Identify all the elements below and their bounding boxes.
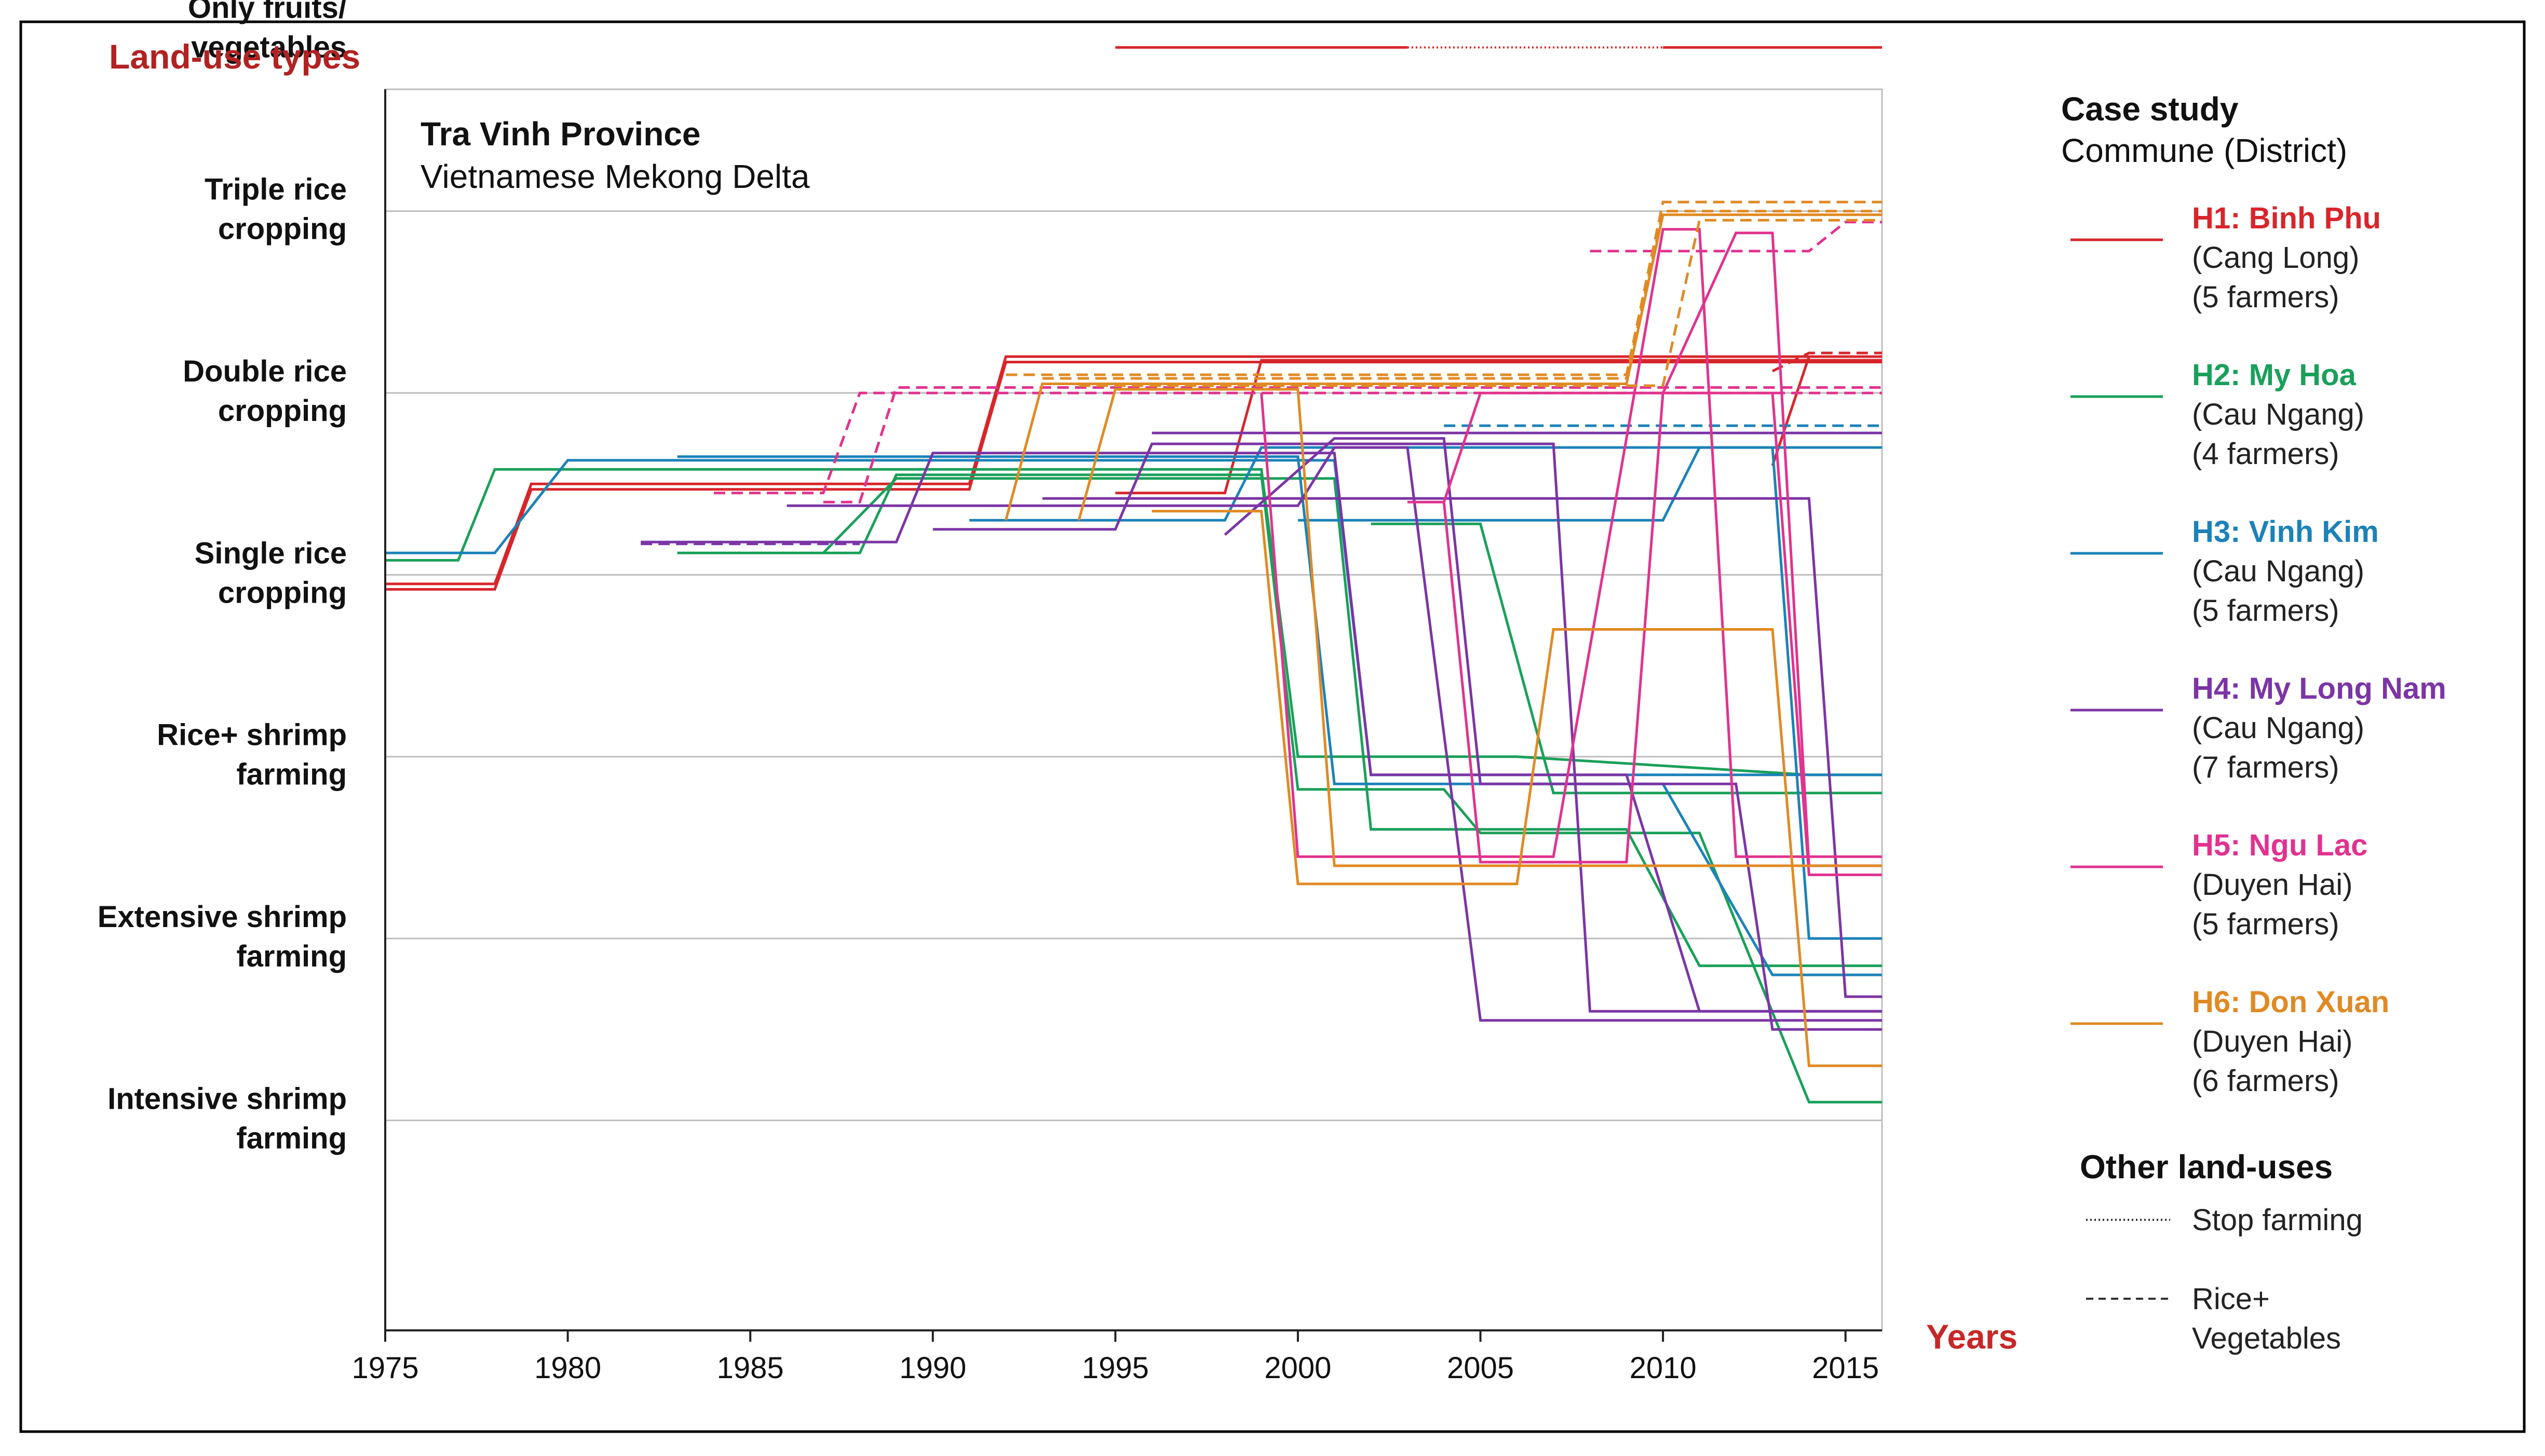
- x-tick-label: 2010: [1630, 1351, 1697, 1385]
- farmer-traces: [385, 46, 1882, 1104]
- trace-H1-a: [385, 355, 1882, 586]
- category-label: cropping: [218, 394, 347, 428]
- trace-H4-f: [1224, 437, 1882, 1031]
- trace-H1-c: [1115, 359, 1882, 495]
- x-tick-label: 2015: [1812, 1351, 1879, 1385]
- category-labels: Only fruits/vegetables Triple rice croppin…: [98, 0, 347, 1155]
- legend-farmers-H5: (5 farmers): [2192, 907, 2339, 941]
- plot-area: [384, 88, 1883, 1331]
- legend-other-label-dashed: Vegetables: [2192, 1322, 2341, 1355]
- category-label: Triple rice: [205, 173, 347, 207]
- legend-other-label-dotted: Stop farming: [2192, 1203, 2363, 1237]
- legend-district-H5: (Duyen Hai): [2192, 868, 2352, 902]
- trace-H4-d: [1042, 497, 1882, 998]
- trace-H6-b: [1042, 210, 1882, 380]
- category-label: Extensive shrimp: [98, 900, 347, 934]
- trace-H6-f: [1152, 510, 1882, 1067]
- legend-district-H3: (Cau Ngang): [2192, 554, 2364, 588]
- x-tick-label: 2005: [1447, 1351, 1514, 1385]
- legend-district-H6: (Duyen Hai): [2192, 1025, 2352, 1058]
- trace-H5-d: [1260, 228, 1882, 858]
- outer-frame: [19, 20, 2526, 1433]
- category-label: Rice+ shrimp: [157, 718, 347, 752]
- category-label: farming: [236, 1121, 347, 1155]
- legend-farmers-H1: (5 farmers): [2192, 280, 2339, 314]
- trace-H6-d: [1004, 213, 1882, 521]
- axes: [384, 89, 1882, 1331]
- category-label: cropping: [218, 212, 347, 246]
- trace-H1-e: [1771, 351, 1882, 373]
- x-tick-label: 1980: [534, 1351, 601, 1385]
- trace-H5-f: [1407, 391, 1882, 876]
- category-label: farming: [236, 940, 347, 973]
- x-axis-title: Years: [1926, 1317, 2018, 1356]
- trace-H6-e: [1077, 388, 1882, 867]
- legend-district-H1: (Cang Long): [2192, 241, 2359, 275]
- legend-other-entries: Stop farming Rice+ Vegetables: [2086, 1203, 2363, 1355]
- legend-district-H4: (Cau Ngang): [2192, 711, 2364, 745]
- trace-H6-a: [1006, 200, 1882, 376]
- plot-background: [384, 88, 1883, 1331]
- x-tick-label: 1990: [899, 1351, 966, 1385]
- trace-H4-b: [787, 446, 1882, 1022]
- legend-farmers-H2: (4 farmers): [2192, 437, 2339, 471]
- x-tick-label: 1975: [351, 1351, 418, 1385]
- chart-title: Tra Vinh Province: [421, 115, 700, 153]
- legend-farmers-H3: (5 farmers): [2192, 594, 2339, 628]
- legend-name-H3: H3: Vinh Kim: [2192, 515, 2379, 549]
- y-axis-title: Land-use types: [109, 37, 360, 76]
- legend-farmers-H6: (6 farmers): [2192, 1064, 2339, 1098]
- legend-name-H1: H1: Binh Phu: [2192, 201, 2381, 235]
- category-label: farming: [236, 758, 347, 792]
- trace-H3-d: [1297, 446, 1882, 940]
- legend-other-title: Other land-uses: [2080, 1148, 2333, 1186]
- legend-farmers-H4: (7 farmers): [2192, 751, 2339, 784]
- legend-name-H4: H4: My Long Nam: [2192, 672, 2446, 705]
- x-tick-label: 2000: [1264, 1351, 1331, 1385]
- trace-H3-c: [969, 446, 1882, 522]
- trace-H4-c: [932, 442, 1882, 1013]
- legend-name-H6: H6: Don Xuan: [2192, 985, 2389, 1019]
- category-label: vegetables: [191, 30, 347, 64]
- trace-H1-b: [385, 361, 1882, 591]
- legend: Case study Commune (District) H1: Binh P…: [2061, 90, 2446, 1355]
- trace-H4-a: [641, 452, 1882, 1013]
- category-label: Only fruits/: [188, 0, 347, 24]
- legend-name-H2: H2: My Hoa: [2192, 358, 2357, 392]
- trace-H2-b: [677, 473, 1882, 1104]
- x-ticks: 1975 1980 1985 1990 1995 2000 2005 2010 2015: [351, 1330, 1879, 1385]
- trace-H2-d: [1371, 522, 1882, 795]
- legend-title: Case study: [2061, 90, 2239, 128]
- x-tick-label: 1985: [717, 1351, 784, 1385]
- chart-subtitle: Vietnamese Mekong Delta: [421, 158, 810, 195]
- x-tick-label: 1995: [1082, 1351, 1149, 1385]
- category-label: Single rice: [195, 536, 347, 570]
- trace-H5-a: [713, 391, 1882, 495]
- category-label: cropping: [218, 576, 347, 609]
- trace-H6-c: [1079, 219, 1882, 387]
- legend-district-H2: (Cau Ngang): [2192, 398, 2364, 431]
- legend-subtitle: Commune (District): [2061, 132, 2347, 169]
- legend-entries: H1: Binh Phu (Cang Long) (5 farmers) H2: My…: [2070, 201, 2446, 1098]
- legend-name-H5: H5: Ngu Lac: [2192, 828, 2367, 862]
- category-label: Double rice: [183, 355, 347, 388]
- trace-H5-b: [823, 386, 1882, 504]
- legend-other-label-dashed: Rice+: [2192, 1282, 2270, 1316]
- trace-H2-c: [822, 477, 1882, 968]
- category-label: Intensive shrimp: [107, 1082, 347, 1115]
